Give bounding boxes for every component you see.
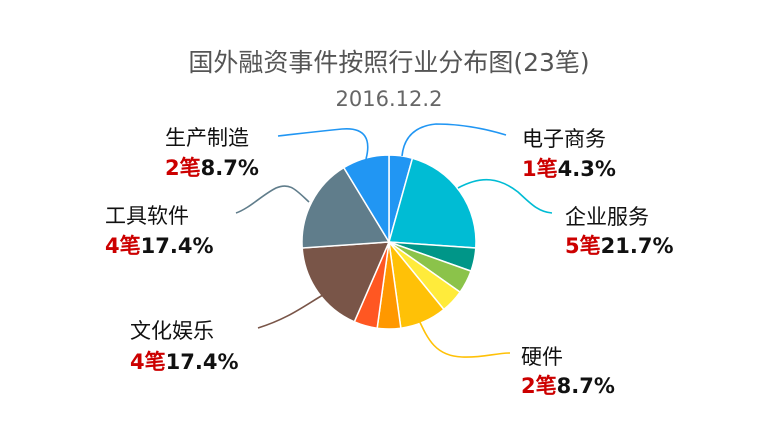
leader-line-hardware (417, 317, 511, 358)
label-ecommerce-value: 1笔4.3% (522, 157, 616, 181)
label-ecommerce: 电子商务 1笔4.3% (522, 127, 616, 181)
leader-line-manufacturing (277, 128, 369, 160)
label-manufacturing-count: 2笔 (165, 156, 201, 180)
label-manufacturing: 生产制造 2笔8.7% (165, 126, 259, 180)
label-enterprise-percent: 21.7% (601, 234, 674, 258)
leader-line-tools (235, 185, 310, 214)
label-tools-percent: 17.4% (141, 234, 214, 258)
label-hardware: 硬件 2笔8.7% (521, 345, 615, 398)
leader-line-enterprise (457, 178, 553, 214)
chart-subtitle: 2016.12.2 (336, 87, 443, 111)
label-manufacturing-percent: 8.7% (201, 156, 259, 180)
label-entertainment-count: 4笔 (130, 350, 166, 374)
label-enterprise: 企业服务 5笔21.7% (565, 205, 673, 258)
label-tools: 工具软件 4笔17.4% (105, 204, 213, 258)
label-entertainment-percent: 17.4% (166, 350, 239, 374)
label-ecommerce-name: 电子商务 (522, 127, 606, 151)
pie-slice-9 (301, 166, 391, 249)
label-manufacturing-name: 生产制造 (165, 126, 249, 150)
label-entertainment: 文化娱乐 4笔17.4% (130, 319, 238, 374)
label-enterprise-count: 5笔 (565, 234, 601, 258)
label-hardware-percent: 8.7% (557, 374, 615, 398)
label-enterprise-value: 5笔21.7% (565, 234, 673, 258)
label-hardware-value: 2笔8.7% (521, 374, 615, 398)
label-manufacturing-value: 2笔8.7% (165, 156, 259, 180)
label-entertainment-name: 文化娱乐 (130, 319, 214, 343)
label-hardware-name: 硬件 (521, 345, 563, 369)
pie-slice-8 (301, 241, 391, 323)
label-ecommerce-count: 1笔 (522, 157, 558, 181)
label-tools-count: 4笔 (105, 234, 141, 258)
pie-slice-1 (388, 157, 477, 249)
label-hardware-count: 2笔 (521, 374, 557, 398)
label-entertainment-value: 4笔17.4% (130, 350, 238, 374)
label-tools-name: 工具软件 (105, 204, 189, 228)
label-ecommerce-percent: 4.3% (558, 157, 616, 181)
leader-line-ecommerce (401, 123, 507, 157)
label-enterprise-name: 企业服务 (565, 205, 649, 229)
label-tools-value: 4笔17.4% (105, 234, 213, 258)
leader-line-entertainment (257, 291, 329, 329)
pie-slices (301, 154, 477, 330)
chart-title: 国外融资事件按照行业分布图(23笔) (188, 48, 589, 77)
